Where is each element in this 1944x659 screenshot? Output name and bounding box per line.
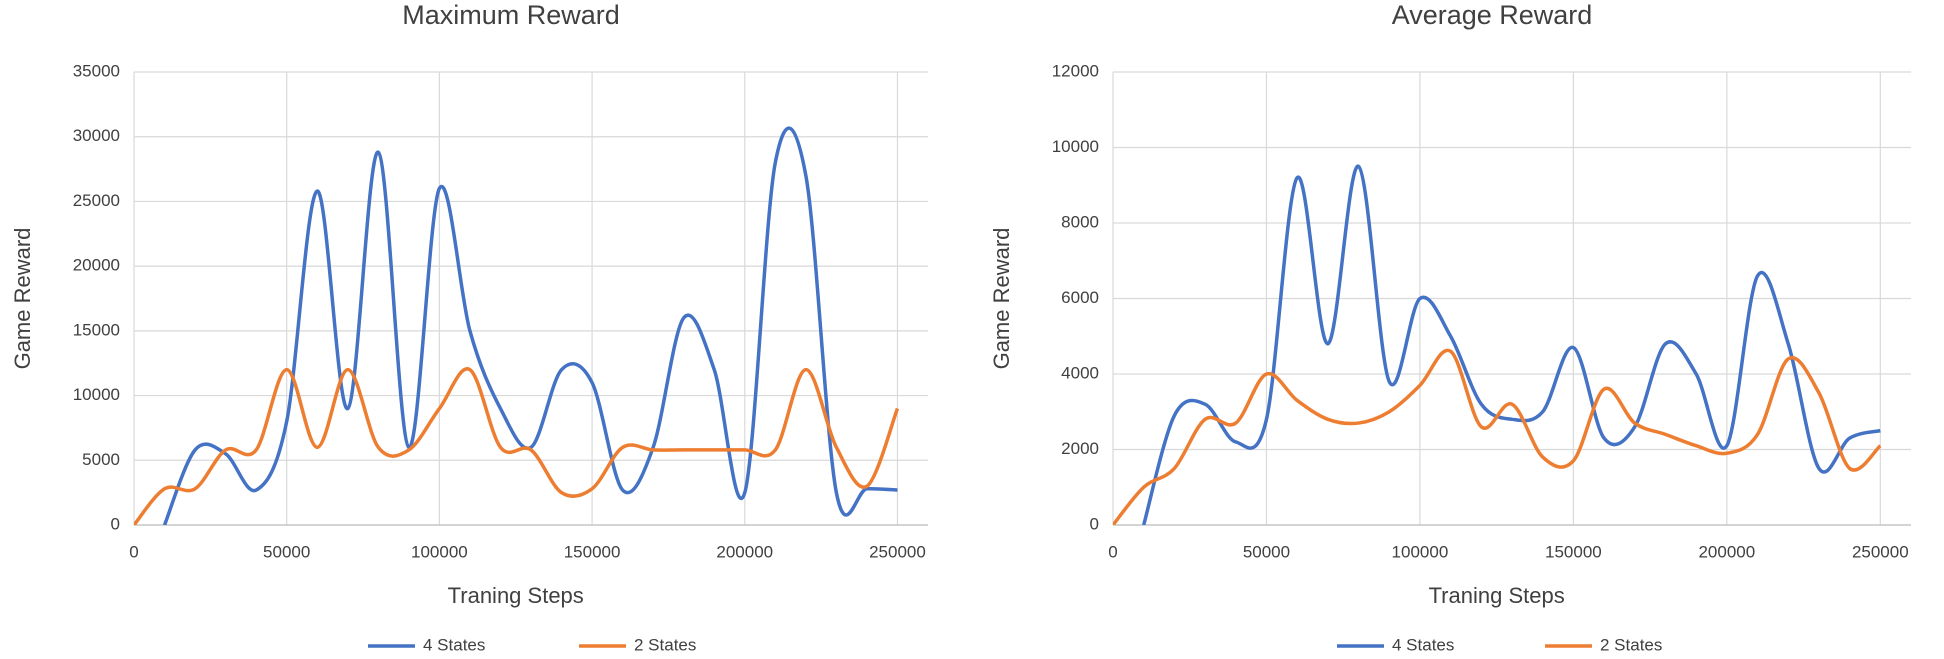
x-tick-label: 150000 bbox=[1545, 542, 1602, 561]
y-axis-title: Game Reward bbox=[10, 228, 35, 370]
x-tick-label: 0 bbox=[1108, 542, 1117, 561]
y-tick-label: 5000 bbox=[82, 450, 120, 469]
y-tick-label: 4000 bbox=[1061, 363, 1099, 382]
x-tick-label: 250000 bbox=[869, 542, 926, 561]
x-tick-label: 100000 bbox=[411, 542, 468, 561]
y-tick-label: 8000 bbox=[1061, 212, 1099, 231]
y-tick-label: 10000 bbox=[73, 385, 120, 404]
legend-label: 2 States bbox=[1600, 635, 1662, 654]
x-tick-label: 150000 bbox=[564, 542, 621, 561]
legend-label: 4 States bbox=[423, 635, 485, 654]
x-tick-label: 250000 bbox=[1852, 542, 1909, 561]
y-tick-label: 10000 bbox=[1052, 137, 1099, 156]
y-tick-label: 30000 bbox=[73, 126, 120, 145]
x-tick-label: 50000 bbox=[263, 542, 310, 561]
x-axis-title: Traning Steps bbox=[1429, 583, 1565, 608]
y-tick-label: 6000 bbox=[1061, 288, 1099, 307]
x-tick-label: 200000 bbox=[716, 542, 773, 561]
legend-label: 4 States bbox=[1392, 635, 1454, 654]
series-line bbox=[162, 126, 898, 525]
x-axis-title: Traning Steps bbox=[448, 583, 584, 608]
y-tick-label: 0 bbox=[111, 514, 120, 533]
chart-title: Maximum Reward bbox=[402, 0, 620, 30]
x-tick-label: 200000 bbox=[1698, 542, 1755, 561]
series-line bbox=[1113, 348, 1882, 525]
y-tick-label: 2000 bbox=[1061, 439, 1099, 458]
y-tick-label: 20000 bbox=[73, 256, 120, 275]
y-tick-label: 35000 bbox=[73, 61, 120, 80]
x-tick-label: 0 bbox=[129, 542, 138, 561]
x-tick-label: 50000 bbox=[1243, 542, 1290, 561]
x-tick-label: 100000 bbox=[1392, 542, 1449, 561]
series-line bbox=[134, 367, 900, 525]
y-tick-label: 25000 bbox=[73, 191, 120, 210]
y-axis-title: Game Reward bbox=[989, 228, 1014, 370]
legend-label: 2 States bbox=[634, 635, 696, 654]
y-tick-label: 0 bbox=[1090, 514, 1099, 533]
chart-title: Average Reward bbox=[1392, 0, 1593, 30]
series-line bbox=[1142, 164, 1881, 525]
y-tick-label: 12000 bbox=[1052, 61, 1099, 80]
y-tick-label: 15000 bbox=[73, 320, 120, 339]
